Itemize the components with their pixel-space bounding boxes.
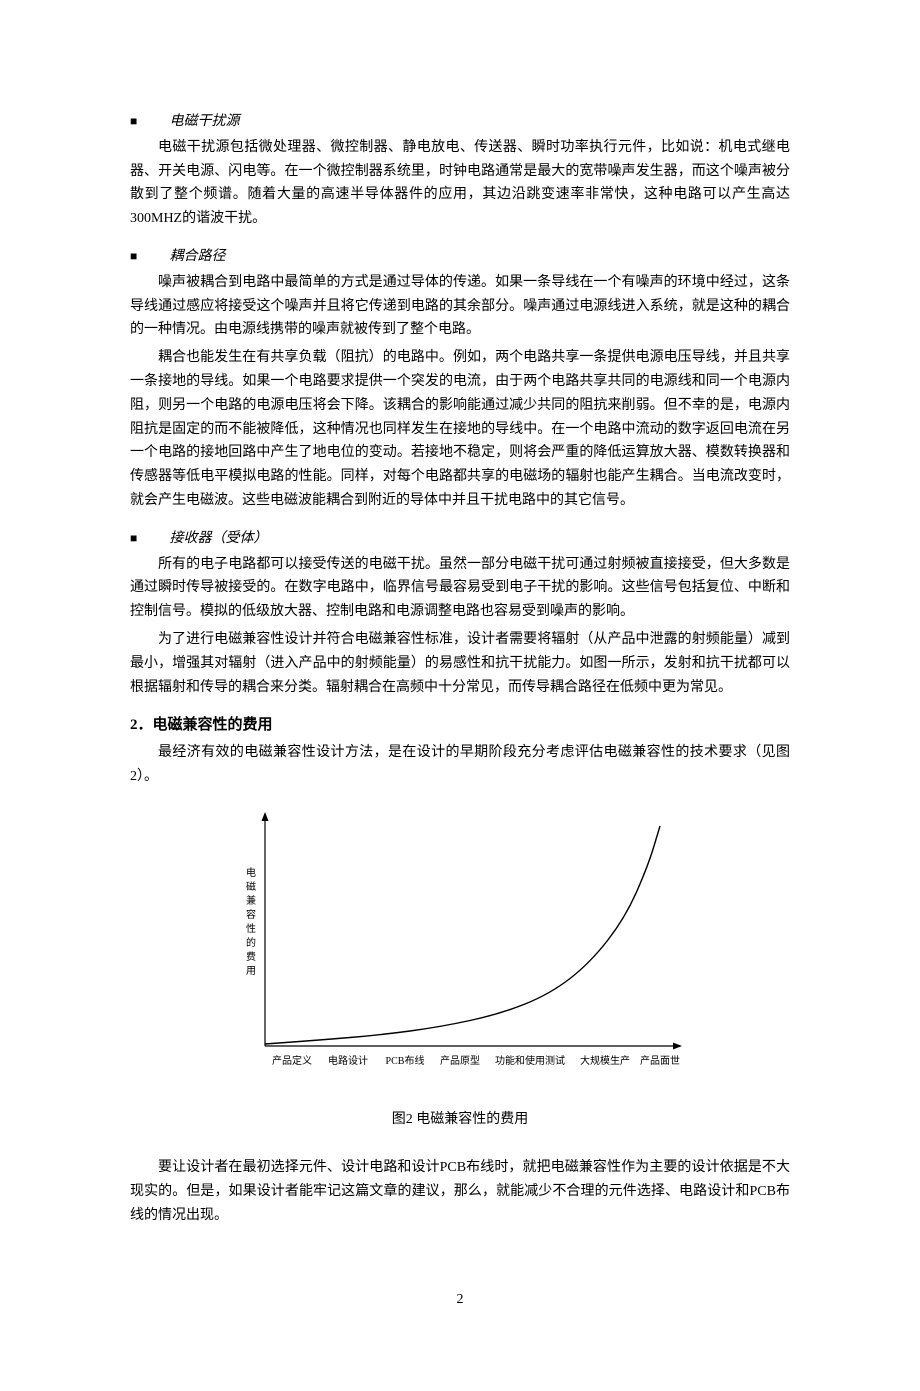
para-s4-1: 最经济有效的电磁兼容性设计方法，是在设计的早期阶段充分考虑评估电磁兼容性的技术要… bbox=[130, 741, 790, 789]
para-s2-1: 噪声被耦合到电路中最简单的方式是通过导体的传递。如果一条导线在一个有噪声的环境中… bbox=[130, 271, 790, 342]
para-s4-2: 要让设计者在最初选择元件、设计电路和设计PCB布线时，就把电磁兼容性作为主要的设… bbox=[130, 1156, 790, 1227]
svg-text:功能和使用测试: 功能和使用测试 bbox=[495, 1054, 565, 1067]
bullet-marker: ■ bbox=[130, 111, 166, 131]
page-number: 2 bbox=[130, 1288, 790, 1312]
svg-text:PCB布线: PCB布线 bbox=[386, 1054, 425, 1067]
heading-emc-cost: 2．电磁兼容性的费用 bbox=[130, 713, 790, 739]
para-s3-2: 为了进行电磁兼容性设计并符合电磁兼容性标准，设计者需要将辐射（从产品中泄露的射频… bbox=[130, 628, 790, 699]
svg-text:产品面世: 产品面世 bbox=[640, 1054, 680, 1067]
svg-text:容: 容 bbox=[246, 908, 256, 921]
svg-text:兼: 兼 bbox=[246, 894, 256, 907]
svg-text:大规模生产: 大规模生产 bbox=[580, 1054, 630, 1067]
heading-title: 电磁干扰源 bbox=[170, 114, 240, 129]
svg-text:产品定义: 产品定义 bbox=[272, 1054, 312, 1067]
heading-coupling-path: ■ 耦合路径 bbox=[130, 245, 790, 269]
figure-emc-cost: 电磁兼容性的费用产品定义 电路设计 PCB布线 产品原型 功能和使用测试 大规模生产产品面… bbox=[130, 806, 790, 1086]
para-s1-1: 电磁干扰源包括微处理器、微控制器、静电放电、传送器、瞬时功率执行元件，比如说：机… bbox=[130, 136, 790, 231]
para-s3-1: 所有的电子电路都可以接受传送的电磁干扰。虽然一部分电磁干扰可通过射频被直接接受，… bbox=[130, 553, 790, 624]
svg-text:性: 性 bbox=[246, 922, 256, 935]
bullet-marker: ■ bbox=[130, 246, 166, 266]
bullet-marker: ■ bbox=[130, 528, 166, 548]
svg-text:产品原型: 产品原型 bbox=[440, 1054, 480, 1067]
page-content: ■ 电磁干扰源 电磁干扰源包括微处理器、微控制器、静电放电、传送器、瞬时功率执行… bbox=[0, 0, 920, 1391]
svg-text:的: 的 bbox=[246, 936, 256, 949]
svg-text:电路设计: 电路设计 bbox=[328, 1054, 368, 1067]
svg-text:磁: 磁 bbox=[246, 880, 256, 893]
heading-receiver: ■ 接收器（受体） bbox=[130, 527, 790, 551]
svg-text:电: 电 bbox=[246, 866, 256, 879]
heading-title: 耦合路径 bbox=[170, 249, 226, 264]
heading-emi-source: ■ 电磁干扰源 bbox=[130, 110, 790, 134]
svg-text:费: 费 bbox=[246, 950, 256, 963]
svg-text:用: 用 bbox=[246, 966, 256, 977]
figure-caption: 图2 电磁兼容性的费用 bbox=[130, 1108, 790, 1132]
chart-svg: 电磁兼容性的费用产品定义 电路设计 PCB布线 产品原型 功能和使用测试 大规模生产产品面… bbox=[230, 806, 690, 1086]
heading-title: 接收器（受体） bbox=[170, 531, 268, 546]
para-s2-2: 耦合也能发生在有共享负载（阻抗）的电路中。例如，两个电路共享一条提供电源电压导线… bbox=[130, 346, 790, 513]
